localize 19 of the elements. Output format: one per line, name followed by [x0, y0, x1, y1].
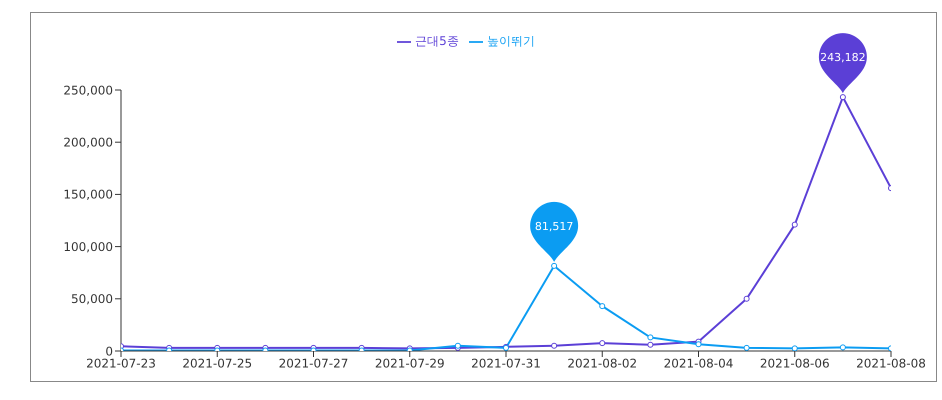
- data-label: 81,517: [534, 220, 574, 233]
- legend-label: 높이뛰기: [486, 34, 535, 48]
- x-tick-label: 2021-07-31: [471, 356, 541, 371]
- legend-label: 근대5종: [415, 34, 459, 48]
- y-tick-label: 250,000: [63, 83, 113, 98]
- y-tick-label: 100,000: [63, 240, 113, 254]
- y-tick-label: 150,000: [63, 188, 113, 202]
- data-label: 243,182: [820, 51, 866, 64]
- y-tick-label: 50,000: [71, 292, 113, 306]
- x-tick-label: 2021-07-23: [86, 356, 156, 371]
- x-tick-label: 2021-08-08: [856, 356, 926, 371]
- y-tick-label: 0: [105, 344, 113, 358]
- x-tick-label: 2021-08-02: [567, 356, 638, 371]
- x-tick-label: 2021-08-04: [664, 356, 734, 371]
- x-tick-label: 2021-07-27: [278, 356, 348, 371]
- y-tick-label: 200,000: [63, 135, 113, 150]
- x-tick-label: 2021-07-29: [374, 356, 445, 371]
- x-tick-label: 2021-07-25: [182, 356, 252, 371]
- x-tick-label: 2021-08-06: [760, 356, 830, 371]
